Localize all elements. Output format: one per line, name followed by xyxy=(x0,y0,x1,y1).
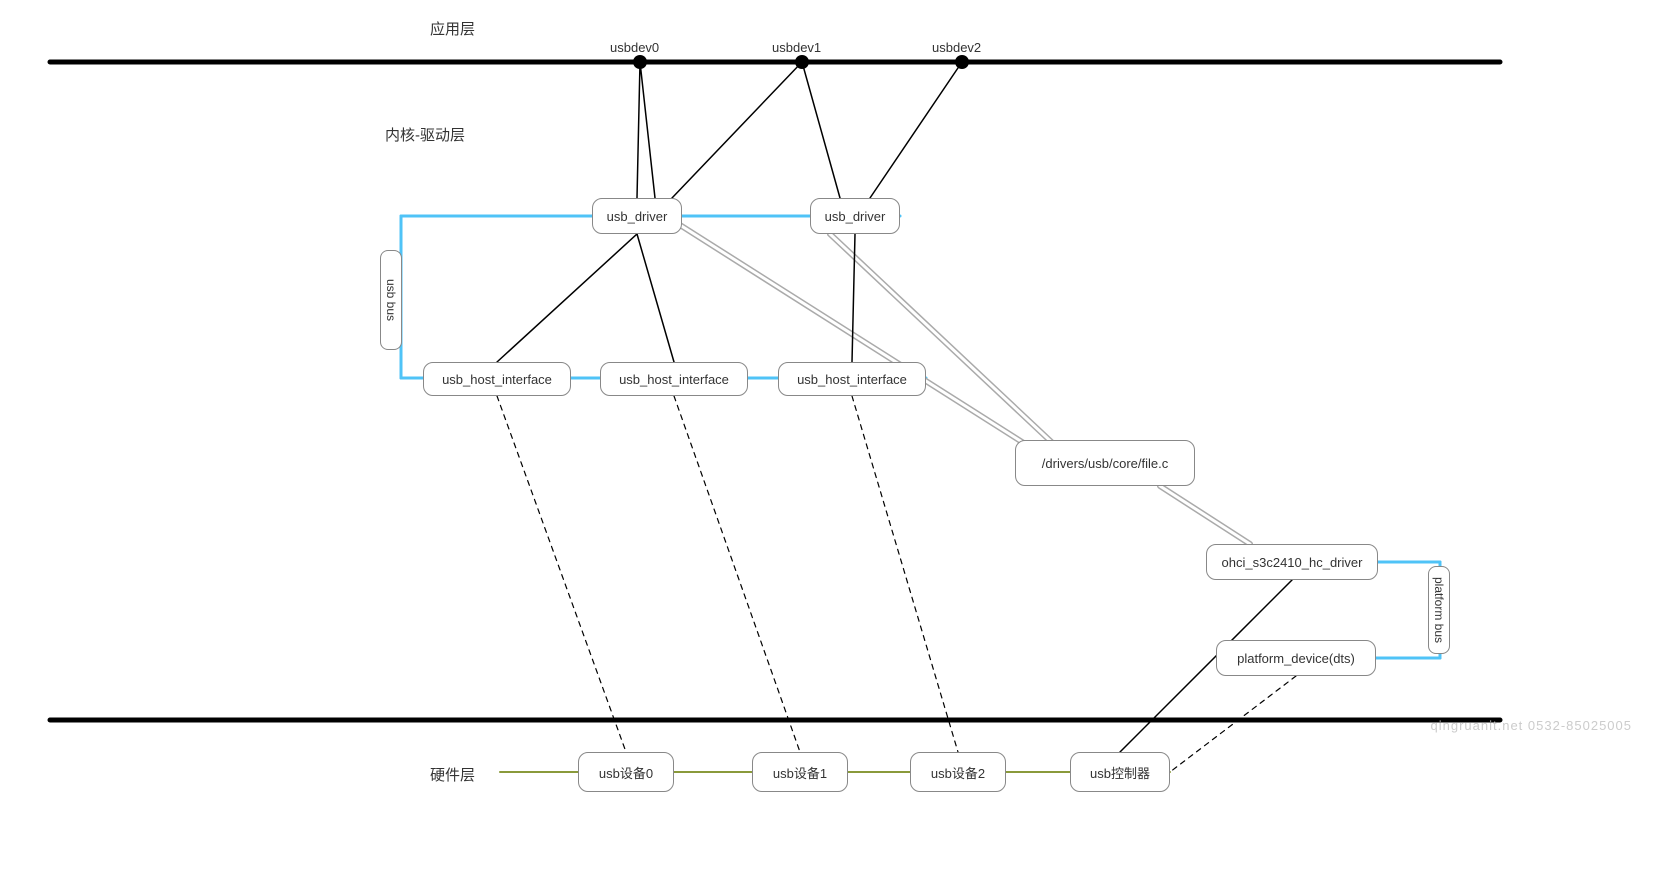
dev-label-2: usbdev2 xyxy=(932,40,981,55)
node-usb_driver1: usb_driver xyxy=(592,198,682,234)
hw-layer-label: 硬件层 xyxy=(430,764,475,785)
kernel-layer-label: 内核-驱动层 xyxy=(385,124,465,145)
dev-dot-1 xyxy=(795,55,809,69)
node-uhi1: usb_host_interface xyxy=(423,362,571,396)
node-hwctrl: usb控制器 xyxy=(1070,752,1170,792)
node-hw1: usb设备1 xyxy=(752,752,848,792)
node-ohci: ohci_s3c2410_hc_driver xyxy=(1206,544,1378,580)
watermark: qingruanit.net 0532-85025005 xyxy=(1431,718,1632,733)
dev-label-0: usbdev0 xyxy=(610,40,659,55)
dev-label-1: usbdev1 xyxy=(772,40,821,55)
dev-dot-0 xyxy=(633,55,647,69)
node-usb_driver2: usb_driver xyxy=(810,198,900,234)
node-uhi3: usb_host_interface xyxy=(778,362,926,396)
app-layer-label: 应用层 xyxy=(430,18,475,39)
usb-bus-label: usb bus xyxy=(380,250,402,350)
node-uhi2: usb_host_interface xyxy=(600,362,748,396)
platform-bus-label: platform bus xyxy=(1428,566,1450,654)
node-hw2: usb设备2 xyxy=(910,752,1006,792)
dev-dot-2 xyxy=(955,55,969,69)
node-hw0: usb设备0 xyxy=(578,752,674,792)
node-plat_dev: platform_device(dts) xyxy=(1216,640,1376,676)
node-file_c: /drivers/usb/core/file.c xyxy=(1015,440,1195,486)
